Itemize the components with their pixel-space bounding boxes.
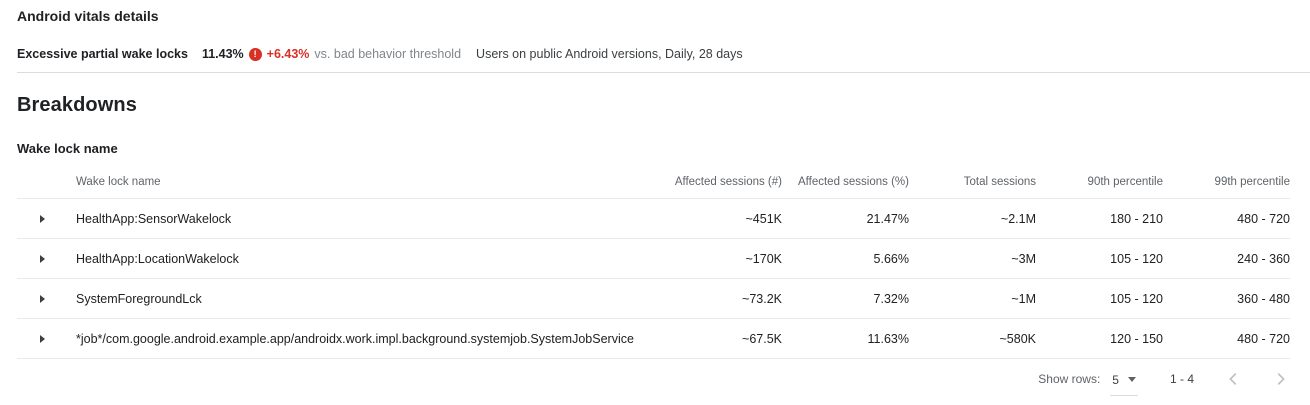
show-rows-label: Show rows: <box>1038 372 1101 386</box>
triangle-right-icon <box>40 214 45 223</box>
p90-cell: 120 - 150 <box>1110 331 1163 346</box>
p90-cell: 105 - 120 <box>1110 251 1163 266</box>
triangle-right-icon <box>40 254 45 263</box>
p90-cell: 180 - 210 <box>1110 211 1163 226</box>
wake-lock-name-cell: *job*/com.google.android.example.app/and… <box>76 331 634 346</box>
column-header-total-sessions: Total sessions <box>963 176 1036 188</box>
breakdowns-title: Breakdowns <box>17 94 137 116</box>
triangle-right-icon <box>40 334 45 343</box>
previous-page-button[interactable] <box>1224 370 1242 388</box>
page-title: Android vitals details <box>17 8 159 24</box>
table-row: SystemForegroundLck ~73.2K 7.32% ~1M 105… <box>17 279 1290 319</box>
wake-lock-name-cell: SystemForegroundLck <box>76 291 202 306</box>
expand-row-button[interactable] <box>17 319 76 358</box>
expand-row-button[interactable] <box>17 239 76 278</box>
wake-lock-name-cell: HealthApp:LocationWakelock <box>76 251 239 266</box>
metric-scope-label: Users on public Android versions, Daily,… <box>476 47 743 61</box>
affected-sessions-count-cell: ~451K <box>745 211 783 226</box>
p99-cell: 240 - 360 <box>1237 251 1290 266</box>
next-page-button[interactable] <box>1272 370 1290 388</box>
expand-row-button[interactable] <box>17 199 76 238</box>
table-row: HealthApp:LocationWakelock ~170K 5.66% ~… <box>17 239 1290 279</box>
metric-delta: +6.43% <box>266 47 310 61</box>
metric-value: 11.43% <box>201 47 244 61</box>
wake-lock-name-section-title: Wake lock name <box>17 141 118 156</box>
wake-lock-name-cell: HealthApp:SensorWakelock <box>76 211 232 226</box>
table-pagination: Show rows: 5 1 - 4 <box>17 359 1290 399</box>
p99-cell: 480 - 720 <box>1237 331 1290 346</box>
chevron-left-icon <box>1229 373 1237 385</box>
table-row: HealthApp:SensorWakelock ~451K 21.47% ~2… <box>17 199 1290 239</box>
column-header-affected-sessions-count: Affected sessions (#) <box>674 176 782 188</box>
error-circle-icon: ! <box>248 48 262 61</box>
metric-name: Excessive partial wake locks <box>17 47 188 61</box>
affected-sessions-pct-cell: 5.66% <box>873 251 909 266</box>
p99-cell: 480 - 720 <box>1237 211 1290 226</box>
show-rows-value: 5 <box>1112 372 1119 387</box>
affected-sessions-pct-cell: 21.47% <box>866 211 909 226</box>
total-sessions-cell: ~1M <box>1011 291 1036 306</box>
page-range: 1 - 4 <box>1169 372 1194 386</box>
affected-sessions-count-cell: ~73.2K <box>742 291 782 306</box>
metric-summary-row: Excessive partial wake locks 11.43% ! +6… <box>17 46 1290 63</box>
column-header-wake-lock-name: Wake lock name <box>76 176 161 188</box>
affected-sessions-count-cell: ~170K <box>745 251 783 266</box>
affected-sessions-pct-cell: 7.32% <box>873 291 909 306</box>
table-header-row: Wake lock name Affected sessions (#) Aff… <box>17 166 1290 199</box>
column-header-90th-percentile: 90th percentile <box>1087 176 1163 188</box>
total-sessions-cell: ~580K <box>999 331 1037 346</box>
p99-cell: 360 - 480 <box>1237 291 1290 306</box>
column-header-99th-percentile: 99th percentile <box>1214 176 1290 188</box>
affected-sessions-pct-cell: 11.63% <box>867 331 909 346</box>
wake-lock-table: Wake lock name Affected sessions (#) Aff… <box>17 166 1290 399</box>
affected-sessions-count-cell: ~67.5K <box>742 331 782 346</box>
header-divider <box>17 72 1310 73</box>
p90-cell: 105 - 120 <box>1110 291 1163 306</box>
triangle-right-icon <box>40 294 45 303</box>
chevron-down-icon <box>1127 377 1136 382</box>
expand-row-button[interactable] <box>17 279 76 318</box>
metric-comparison-label: vs. bad behavior threshold <box>314 47 462 61</box>
total-sessions-cell: ~2.1M <box>1000 211 1036 226</box>
chevron-right-icon <box>1277 373 1285 385</box>
column-header-affected-sessions-pct: Affected sessions (%) <box>797 176 909 188</box>
table-row: *job*/com.google.android.example.app/and… <box>17 319 1290 359</box>
show-rows-dropdown[interactable]: 5 <box>1110 371 1138 396</box>
total-sessions-cell: ~3M <box>1011 251 1036 266</box>
